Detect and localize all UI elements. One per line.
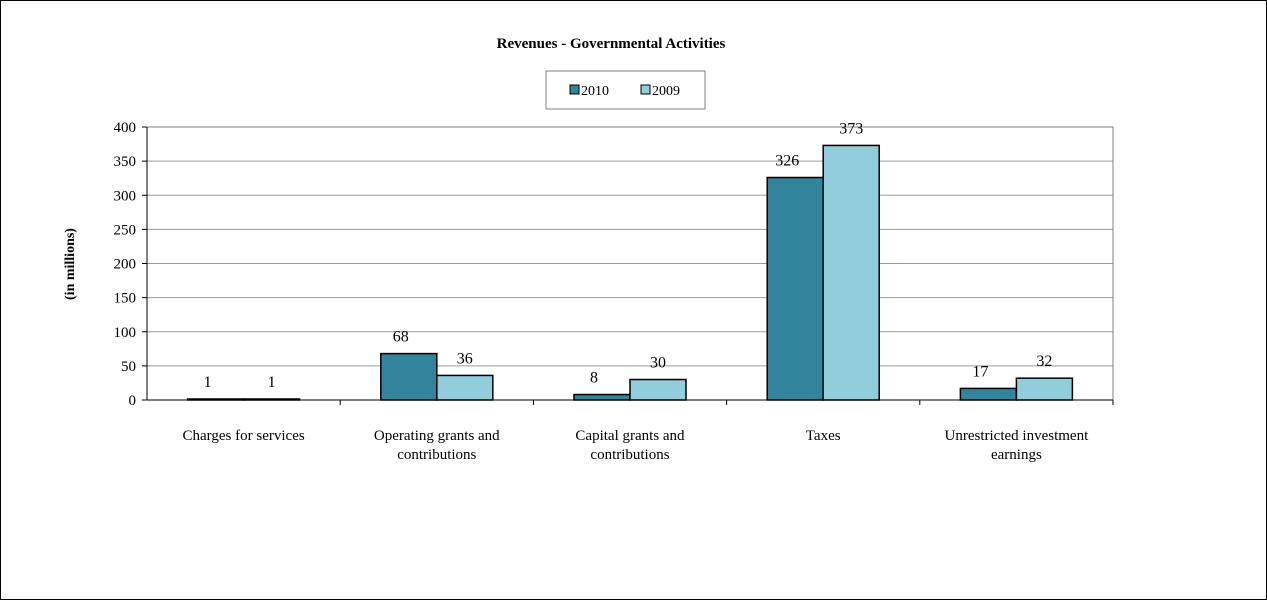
data-label-2010: 1 (204, 374, 212, 391)
y-tick-label: 0 (129, 393, 137, 409)
y-tick-label: 350 (114, 154, 137, 170)
x-category-label: Taxes (806, 428, 841, 444)
bar-2010 (959, 387, 1018, 401)
legend: 2010 2009 (545, 70, 706, 110)
data-label-2009: 30 (650, 355, 666, 372)
y-axis-label: (in millions) (63, 228, 78, 300)
y-tick-label: 50 (121, 359, 136, 375)
chart-title: Revenues - Governmental Activities (497, 36, 726, 52)
data-label-2009: 373 (839, 120, 863, 137)
x-category-label: Charges for services (183, 428, 305, 444)
bar-2010 (186, 398, 245, 401)
data-label-2009: 36 (457, 350, 473, 367)
y-tick-label: 300 (114, 188, 137, 204)
data-label-2010: 326 (775, 153, 799, 170)
x-category-label: Unrestricted investment earnings (945, 428, 1090, 463)
bar-2010 (380, 352, 438, 401)
y-tick-label: 100 (114, 325, 137, 341)
bar-2010 (573, 393, 631, 401)
legend-label-2010: 2010 (581, 84, 609, 99)
bar-2009 (242, 398, 301, 401)
data-label-2010: 17 (972, 363, 988, 380)
y-tick-label: 400 (114, 120, 137, 136)
bar-2009 (436, 374, 494, 401)
bar-2009 (822, 144, 880, 401)
x-category-label: Capital grants and contributions (575, 428, 685, 463)
plot-area: 0 50 100 150 200 250 300 350 400 1 1 Charges for se… (114, 120, 1114, 463)
bar-2009 (629, 378, 687, 401)
data-label-2010: 68 (393, 329, 409, 346)
bar-2010 (766, 176, 824, 401)
bar-2009 (1015, 377, 1074, 401)
y-tick-label: 250 (114, 222, 137, 238)
data-label-2010: 8 (590, 370, 598, 387)
legend-swatch-2010 (569, 84, 580, 95)
y-tick-label: 150 (114, 291, 137, 307)
x-category-label: Operating grants and contributions (374, 428, 500, 463)
data-label-2009: 32 (1036, 353, 1052, 370)
legend-swatch-2009 (640, 84, 651, 95)
y-tick-label: 200 (114, 257, 137, 273)
data-label-2009: 1 (268, 374, 276, 391)
legend-label-2009: 2009 (652, 84, 680, 99)
